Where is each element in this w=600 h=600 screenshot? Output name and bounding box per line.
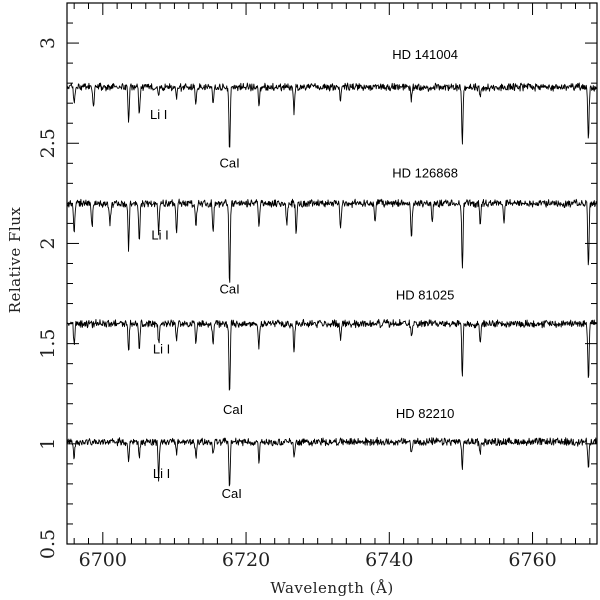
- axis-tick-labels: 6700 6720 6740 6760 0.5 1 1.5 2 2.5 3: [37, 37, 557, 571]
- y-tick-label: 2: [37, 237, 59, 249]
- y-tick-label: 1: [37, 438, 59, 450]
- y-tick-label: 2.5: [37, 128, 59, 158]
- line-label: CaI: [219, 155, 239, 170]
- y-tick-label: 0.5: [37, 529, 59, 559]
- annotations: HD 141004 Li I CaI HD 126868 Li I CaI HD 81025…: [150, 47, 458, 501]
- line-label: Li I: [153, 342, 170, 357]
- spectrum-line: [67, 198, 597, 283]
- x-tick-label: 6740: [365, 549, 413, 571]
- line-label: CaI: [222, 486, 242, 501]
- spectrum-line: [66, 82, 597, 148]
- axis-ticks: [67, 2, 597, 545]
- x-tick-label: 6700: [79, 549, 127, 571]
- y-tick-label: 3: [37, 37, 59, 49]
- y-axis-label: Relative Flux: [6, 207, 24, 314]
- line-label: Li I: [151, 227, 168, 242]
- star-label: HD 81025: [396, 288, 455, 303]
- line-label: Li I: [150, 107, 167, 122]
- y-tick-label: 1.5: [37, 329, 59, 359]
- spectra-lines: [66, 82, 597, 487]
- line-label: CaI: [219, 282, 239, 297]
- spectrum-line: [66, 436, 597, 487]
- line-label: Li I: [153, 466, 170, 481]
- star-label: HD 82210: [396, 406, 455, 421]
- spectrum-line: [67, 318, 597, 391]
- x-tick-label: 6760: [508, 549, 556, 571]
- x-axis-label: Wavelength (Å): [270, 579, 393, 597]
- x-tick-label: 6720: [222, 549, 270, 571]
- star-label: HD 126868: [392, 165, 458, 180]
- line-label: CaI: [223, 402, 243, 417]
- star-label: HD 141004: [392, 47, 458, 62]
